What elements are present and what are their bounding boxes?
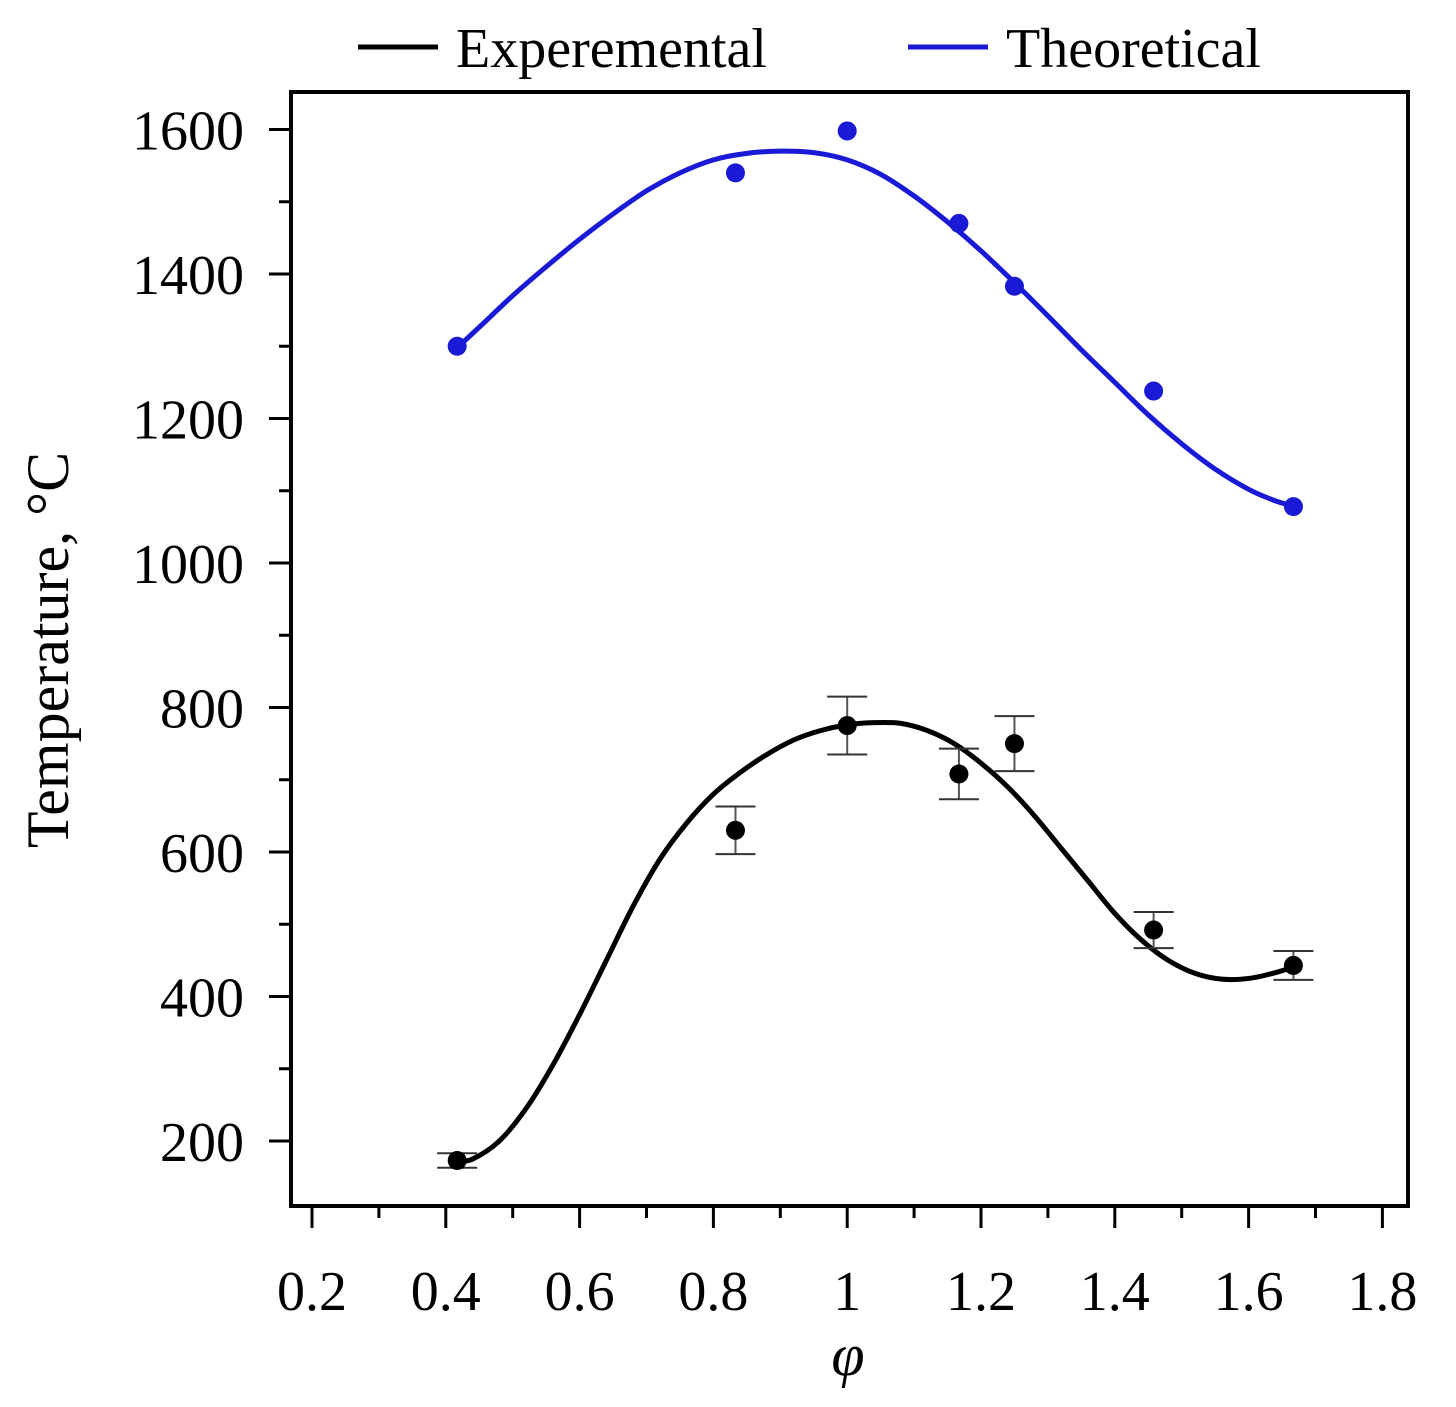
y-axis-title: Temperature, °C (15, 452, 81, 848)
data-point-experimental (837, 716, 857, 736)
x-tick-label: 0.2 (277, 1261, 347, 1323)
data-point-experimental (725, 820, 745, 840)
x-tick-label: 0.8 (678, 1261, 748, 1323)
data-point-experimental (1004, 734, 1024, 754)
x-tick-label: 1.6 (1214, 1261, 1284, 1323)
y-tick-label: 200 (160, 1112, 244, 1174)
data-point-theoretical (447, 336, 467, 356)
y-tick-label: 1400 (132, 245, 244, 307)
x-tick-label: 0.6 (545, 1261, 615, 1323)
axis-ticks (269, 128, 1384, 1228)
data-point-theoretical (725, 163, 745, 183)
curve-experimental (456, 719, 1295, 1164)
axis-tick-labels: 0.2 0.4 0.6 0.8 1 1.2 1.4 1.6 1.8 200 400 600 800 100… (132, 101, 1417, 1324)
x-tick-label: 1 (833, 1261, 861, 1323)
legend: Experemental Theoretical (358, 18, 1261, 80)
data-point-experimental (447, 1151, 467, 1171)
legend-label-experimental: Experemental (456, 18, 767, 80)
x-axis-title: φ (831, 1322, 864, 1388)
x-tick-label: 1.4 (1080, 1261, 1150, 1323)
data-point-theoretical (1004, 276, 1024, 296)
data-point-experimental (949, 764, 969, 784)
series-layer (437, 121, 1314, 1171)
data-point-theoretical (949, 213, 969, 233)
data-point-experimental (1144, 920, 1164, 940)
y-tick-label: 400 (160, 968, 244, 1030)
y-tick-label: 600 (160, 823, 244, 885)
y-tick-label: 1000 (132, 534, 244, 596)
plot-area-frame (289, 90, 1410, 1208)
y-tick-label: 1200 (132, 390, 244, 452)
x-tick-label: 0.4 (411, 1261, 481, 1323)
data-point-theoretical (1144, 381, 1164, 401)
y-tick-label: 1600 (132, 101, 244, 163)
x-tick-label: 1.2 (946, 1261, 1016, 1323)
y-tick-label: 800 (160, 679, 244, 741)
series-experimental (437, 695, 1314, 1171)
curve-theoretical (455, 148, 1295, 509)
data-point-experimental (1283, 955, 1303, 975)
data-point-theoretical (837, 121, 857, 141)
data-point-theoretical (1283, 497, 1303, 517)
x-tick-label: 1.8 (1347, 1261, 1417, 1323)
legend-label-theoretical: Theoretical (1006, 18, 1261, 80)
series-theoretical (447, 121, 1303, 517)
